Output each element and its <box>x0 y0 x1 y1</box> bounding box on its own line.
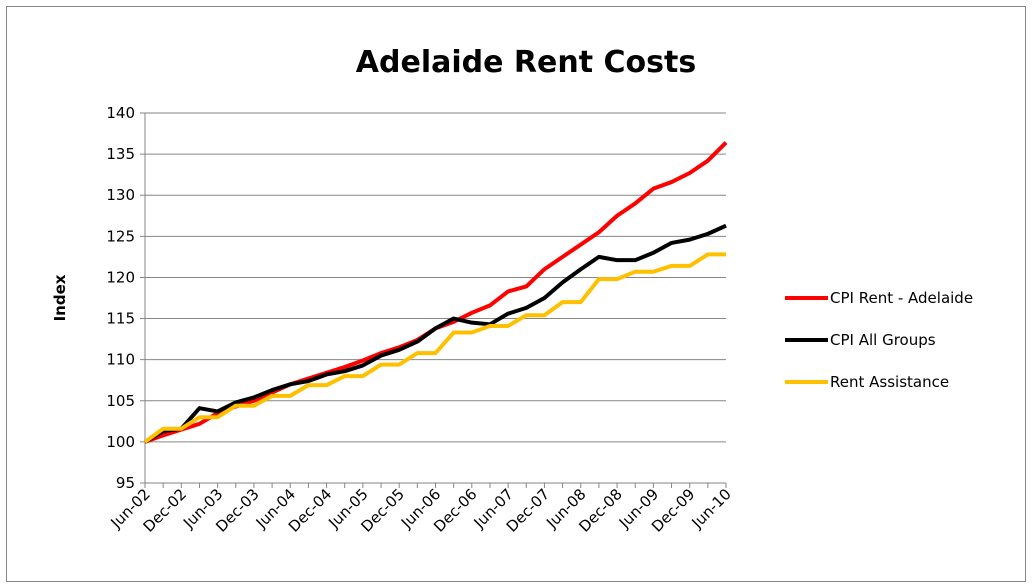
y-tick-label: 120 <box>106 268 135 286</box>
legend-label: Rent Assistance <box>830 373 949 391</box>
y-tick-label: 140 <box>106 104 135 122</box>
y-tick-label: 110 <box>106 351 135 369</box>
legend-label: CPI All Groups <box>830 331 936 349</box>
y-tick-label: 105 <box>106 392 135 410</box>
y-tick-label: 115 <box>106 310 135 328</box>
y-tick-label: 125 <box>106 227 135 245</box>
chart-frame <box>6 6 1026 582</box>
y-axis-label: Index <box>51 274 69 321</box>
series-line <box>143 223 727 444</box>
y-tick-label: 130 <box>106 186 135 204</box>
legend-label: CPI Rent - Adelaide <box>830 289 973 307</box>
y-tick-label: 135 <box>106 145 135 163</box>
series-line <box>143 252 726 444</box>
chart-title: Adelaide Rent Costs <box>356 45 696 80</box>
y-tick-label: 100 <box>106 433 135 451</box>
y-tick-label: 95 <box>116 474 135 492</box>
